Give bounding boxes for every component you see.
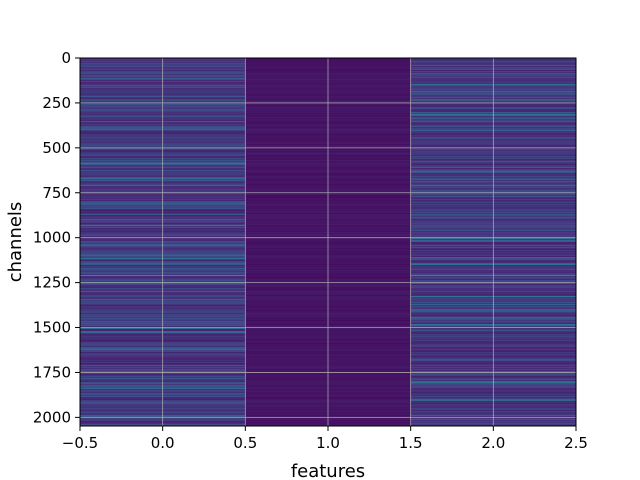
y-tick-label: 250 [42, 94, 71, 112]
x-axis-ticks: −0.5 0.0 0.5 1.0 1.5 2.0 2.5 [62, 426, 588, 452]
x-tick-label: 0.5 [233, 434, 257, 452]
x-tick-label: 2.5 [564, 434, 588, 452]
y-tick-label: 0 [61, 49, 71, 67]
y-tick-label: 750 [42, 184, 71, 202]
x-tick-label: 1.0 [316, 434, 340, 452]
y-tick-label: 2000 [33, 408, 71, 426]
y-tick-label: 1500 [33, 319, 71, 337]
y-tick-label: 1250 [33, 274, 71, 292]
y-axis-label: channels [5, 202, 26, 283]
y-axis-ticks: 0 250 500 750 1000 1250 1500 1750 2000 [33, 49, 80, 426]
x-tick-label: 2.0 [481, 434, 505, 452]
y-tick-label: 1000 [33, 229, 71, 247]
x-tick-label: −0.5 [62, 434, 98, 452]
y-tick-label: 500 [42, 139, 71, 157]
x-tick-label: 1.5 [399, 434, 423, 452]
x-tick-label: 0.0 [151, 434, 175, 452]
x-axis-label: features [291, 461, 365, 480]
y-tick-label: 1750 [33, 363, 71, 381]
